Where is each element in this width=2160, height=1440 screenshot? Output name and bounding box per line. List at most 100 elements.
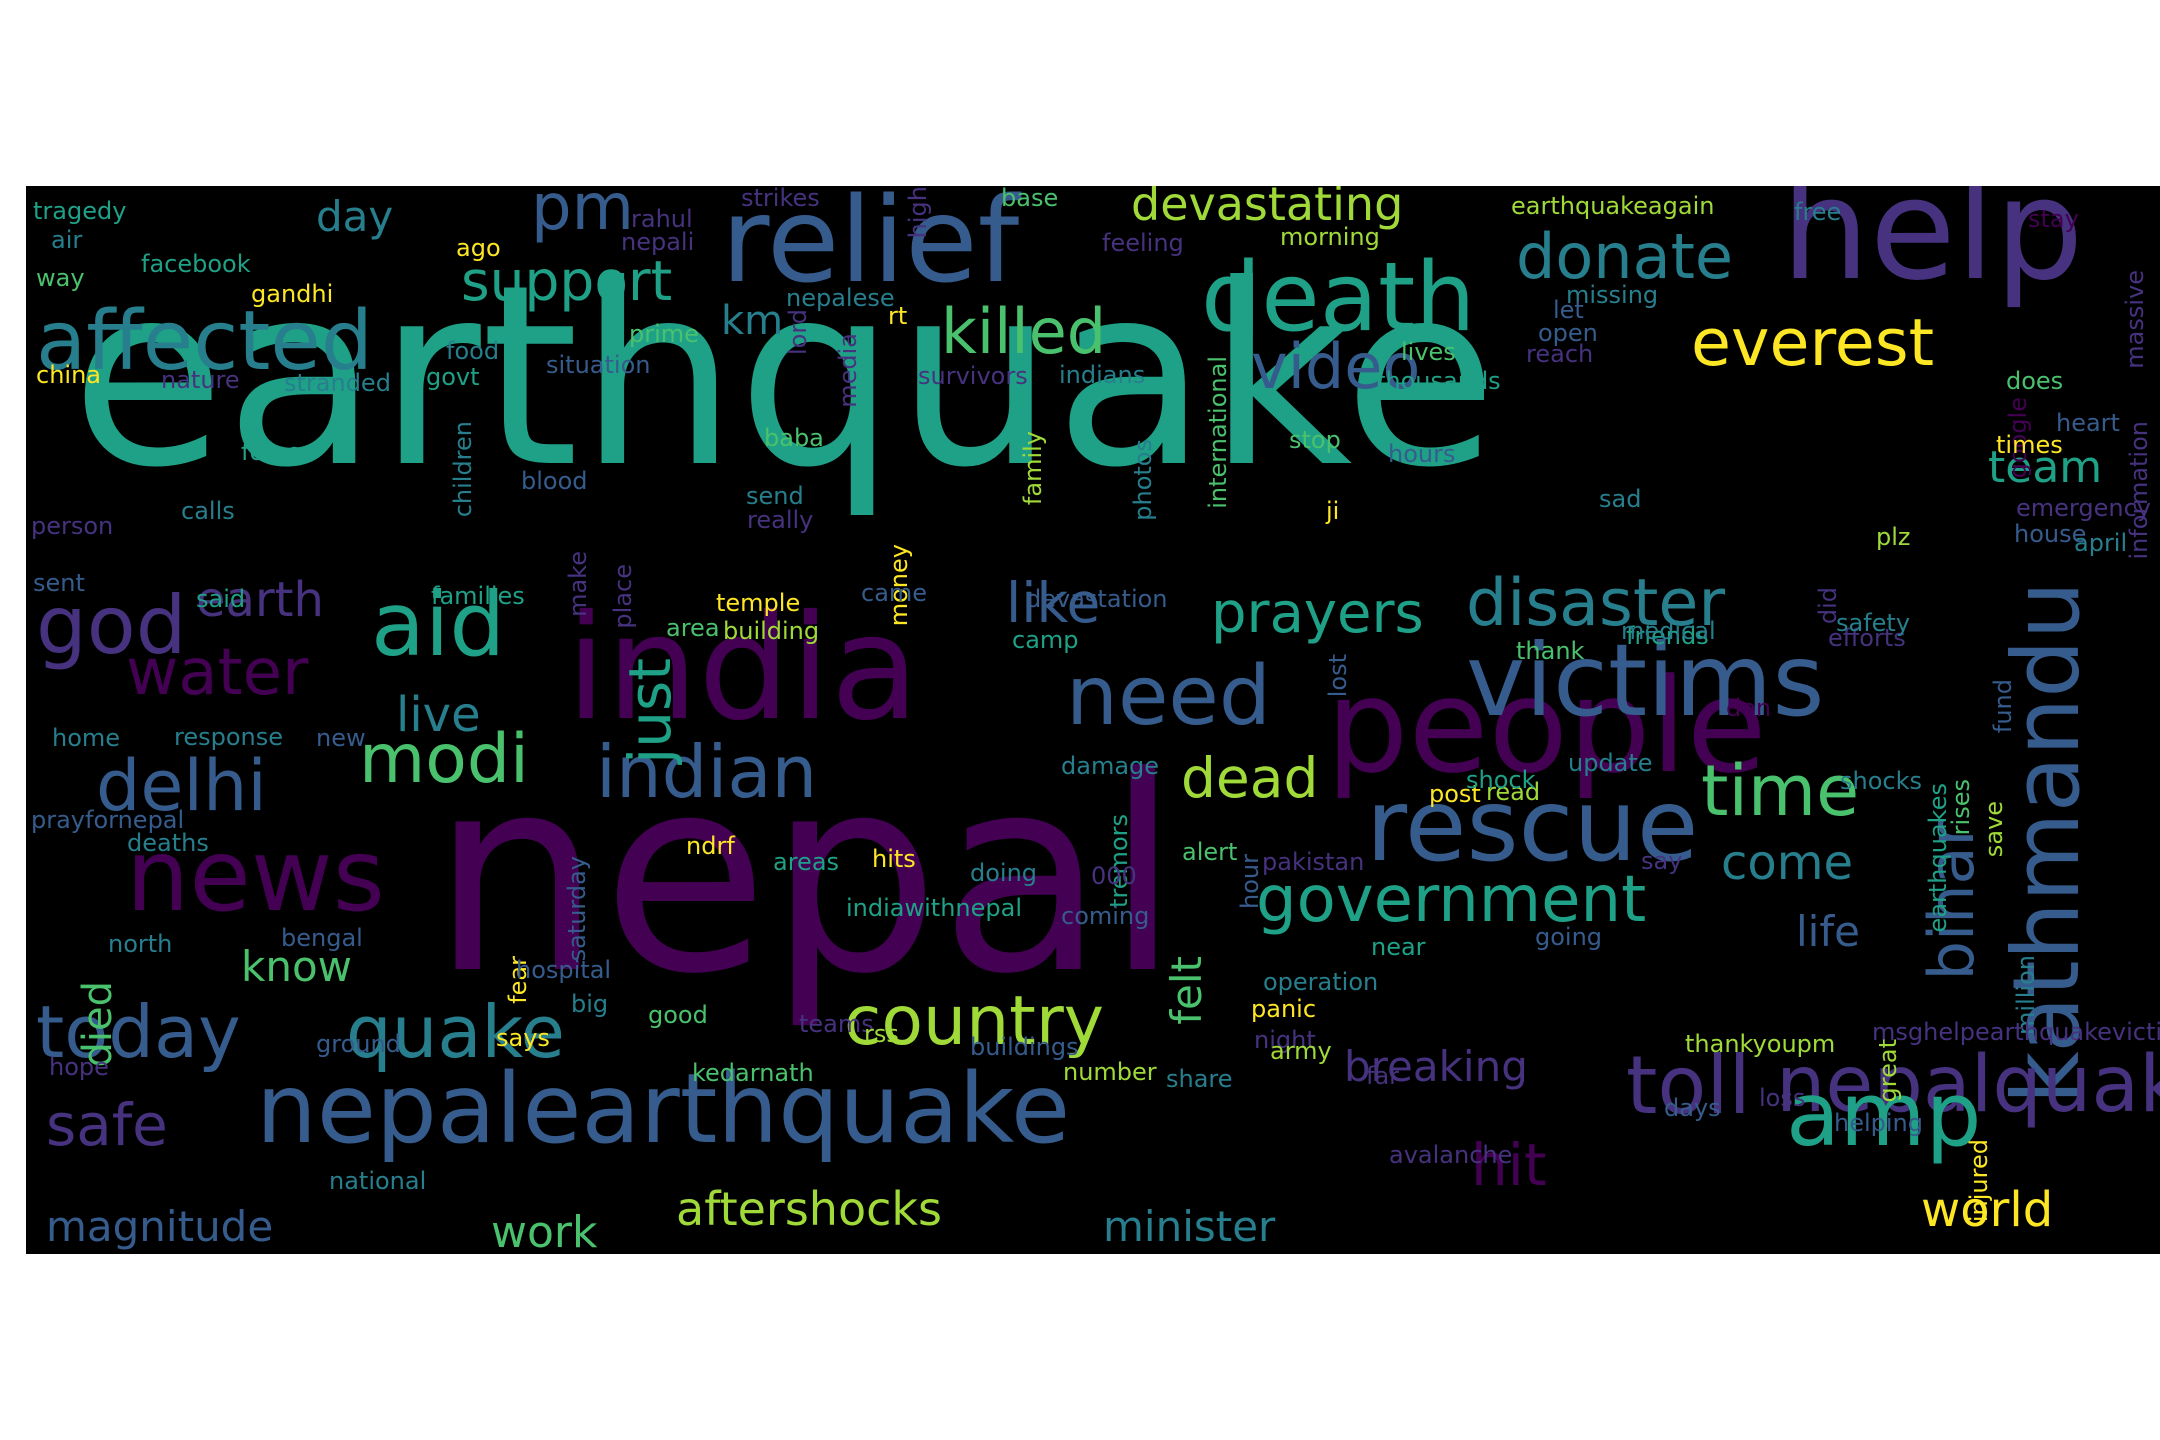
word-deaths: deaths [127, 829, 209, 857]
word-devastating: devastating [1131, 186, 1404, 231]
word-govt: govt [426, 363, 480, 391]
word-response: response [174, 723, 284, 751]
word-person: person [31, 512, 114, 540]
word-lost: lost [1324, 654, 1352, 698]
word-km: km [721, 298, 784, 344]
word-injured: injured [1965, 1139, 1993, 1223]
word-ji: ji [1326, 497, 1340, 525]
word-emergency: emergency [2016, 494, 2151, 522]
word-indian: indian [596, 730, 818, 814]
word-temple: temple [716, 589, 801, 617]
word-far: far [1366, 1062, 1400, 1090]
word-days: days [1664, 1094, 1721, 1122]
word-damage: damage [1061, 752, 1160, 780]
word-strikes: strikes [741, 186, 820, 212]
word-operation: operation [1263, 968, 1379, 996]
word-donate: donate [1516, 220, 1734, 293]
word-area: area [666, 614, 720, 642]
word-earthquakeagain: earthquakeagain [1511, 192, 1715, 220]
word-good: good [648, 1001, 708, 1029]
word-thousands: thousands [1376, 367, 1501, 395]
word-devastation: devastation [1026, 585, 1168, 613]
word-team: team [1988, 442, 2103, 493]
word-lord: lord [784, 309, 812, 356]
word-heart: heart [2056, 409, 2120, 437]
word-april: april [2074, 529, 2128, 557]
word-safe: safe [46, 1091, 168, 1159]
word-near: near [1371, 933, 1426, 961]
word-calls: calls [181, 497, 235, 525]
word-prime: prime [629, 320, 699, 348]
word-says: says [496, 1024, 550, 1052]
word-friends: friends [1626, 622, 1709, 650]
word-medical: medical [1621, 617, 1716, 645]
word-share: share [1166, 1065, 1233, 1093]
word-ground: ground [316, 1030, 401, 1058]
word-indiawithnepal: indiawithnepal [846, 894, 1022, 922]
word-media: media [834, 333, 862, 408]
word-update: update [1568, 749, 1653, 777]
word-rahul: rahul [631, 205, 693, 233]
word-china: china [36, 361, 101, 389]
word-earthquake: earthquake [71, 231, 1498, 522]
word-world: world [1921, 1182, 2054, 1238]
word-government: government [1256, 863, 1647, 937]
word-pm: pm [531, 186, 634, 245]
word-country: country [844, 982, 1105, 1061]
word-missing: missing [1566, 281, 1659, 309]
word-magnitude: magnitude [46, 1202, 274, 1251]
word-read: read [1486, 778, 1541, 806]
word-shocks: shocks [1840, 767, 1922, 795]
word-free: free [1794, 198, 1842, 226]
word-toll: toll [1626, 1039, 1751, 1132]
word-morning: morning [1280, 223, 1380, 251]
word-tragedy: tragedy [33, 197, 127, 225]
word-minister: minister [1103, 1202, 1276, 1251]
word-army: army [1270, 1037, 1332, 1065]
word-alert: alert [1182, 838, 1238, 866]
word-facebook: facebook [141, 250, 251, 278]
word-say: say [1641, 847, 1683, 875]
word-life: life [1796, 907, 1860, 956]
word-big: big [571, 990, 609, 1018]
word-come: come [1721, 835, 1854, 891]
word-high: high [904, 186, 932, 239]
word-kedarnath: kedarnath [692, 1059, 814, 1087]
word-tremors: tremors [1105, 814, 1133, 908]
word-disaster: disaster [1466, 566, 1726, 641]
word-msghelpearthquakevictims: msghelpearthquakevictims [1872, 1018, 2160, 1046]
word-stranded: stranded [284, 369, 391, 397]
word-stop: stop [1289, 426, 1341, 454]
word-live: live [396, 687, 481, 743]
word-number: number [1063, 1058, 1157, 1086]
word-need: need [1066, 649, 1271, 744]
word-rises: rises [1947, 779, 1975, 836]
word-survivors: survivors [918, 362, 1028, 390]
word-people: people [1326, 650, 1767, 802]
word-time: time [1701, 750, 1860, 832]
word-work: work [491, 1207, 598, 1255]
word-indians: indians [1059, 361, 1146, 389]
word-modi: modi [359, 720, 529, 799]
word-situation: situation [546, 351, 651, 379]
word-nepali: nepali [621, 228, 695, 256]
word-open: open [1538, 319, 1598, 347]
word-pakistan: pakistan [1262, 848, 1365, 876]
word-thank: thank [1516, 637, 1585, 665]
word-home: home [52, 724, 121, 752]
word-blood: blood [521, 467, 588, 495]
word-aid: aid [371, 573, 506, 676]
word-stay: stay [2028, 205, 2079, 233]
word-reach: reach [1526, 340, 1594, 368]
word-families: families [431, 582, 525, 610]
word-night: night [1254, 1026, 1316, 1054]
word-bengal: bengal [281, 924, 363, 952]
word-photos: photos [1129, 439, 1157, 521]
word-earthquakes: earthquakes [1924, 783, 1952, 933]
word-force: force [241, 438, 302, 466]
word-gandhi: gandhi [251, 280, 334, 308]
word-national: national [329, 1167, 427, 1195]
word-international: international [1204, 356, 1232, 509]
word-ago: ago [456, 234, 501, 262]
word-video: video [1251, 330, 1421, 403]
